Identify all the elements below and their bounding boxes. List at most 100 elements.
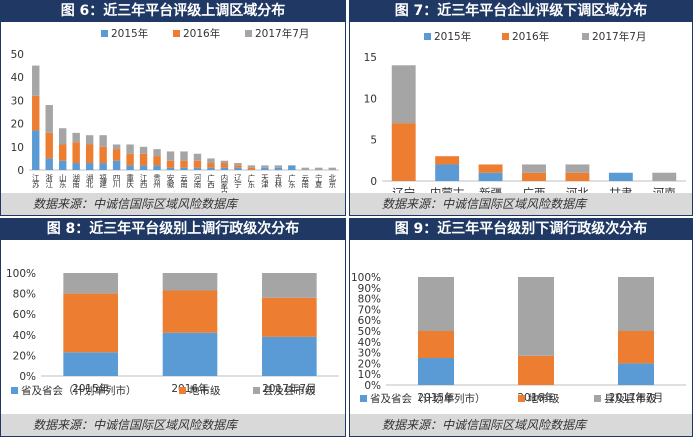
bar-segment [618,277,654,331]
source-note: 数据来源：中诚信国际区域风险数据库 [1,193,345,215]
bar-segment [207,158,215,164]
x-category-label: 福建 [98,174,107,190]
y-tick-label: 30 [11,95,24,107]
bar-segment [99,146,107,164]
bar-segment [126,144,134,154]
bar-segment [166,151,175,161]
bar-segment [85,135,94,145]
x-category-label: 四川 [112,174,121,189]
x-category-label: 河南 [193,174,202,189]
bar-segment [85,163,94,170]
legend-label: 县及县市级 [263,384,316,397]
x-category-label: 河南 [653,186,676,193]
bar-segment [522,172,546,181]
x-category-label: 山东 [58,173,67,189]
bar-segment [85,144,94,164]
chart-svg: 0%20%40%60%80%100%2015年 2016年 2017年7月省及省会（… [6,268,339,397]
x-category-label: 湖南 [71,174,80,189]
legend-label: 2015年 [111,27,148,40]
legend-swatch [360,395,367,402]
y-tick-label: 10 [364,93,377,105]
bar-segment [522,164,546,173]
y-tick-label: 5 [370,135,377,147]
bar-segment [166,160,175,168]
bar-segment [180,160,188,168]
chart-svg: 0%10%20%30%40%50%60%70%80%90%100% 2015年 20… [351,272,686,405]
bar-segment [234,165,242,168]
bar-segment [99,135,107,147]
chart-title: 图 8：近三年平台级别上调行政级次分布 [1,219,345,240]
bar-segment [220,163,229,168]
x-category-label: 云南 [179,174,188,189]
bar-segment [391,65,416,124]
legend-swatch [502,33,509,40]
bar-segment [45,132,53,159]
bar-segment [193,167,202,170]
x-category-label: 湖北 [85,174,94,190]
bar-segment [126,165,134,170]
bar-segment [99,163,107,170]
y-tick-label: 100% [6,268,36,280]
chart-title: 图 6：近三年平台评级上调区域分布 [1,1,345,22]
source-note: 数据来源：中诚信国际区域风险数据库 [350,193,692,215]
chart-panel-fig7: 图 7：近三年平台企业评级下调区域分布 0 5 10 15 辽宁 内蒙古 新疆 广西 河北 甘肃 河… [349,0,693,216]
x-category-label: 安徽 [166,173,175,190]
legend-swatch [594,395,601,402]
bar-segment [63,352,118,376]
x-category-label: 内蒙古 [220,173,229,193]
bar-segment [220,167,229,170]
x-category-label: 广西 [206,173,215,190]
x-category-label: 2016年 [517,391,554,404]
bar-segment [58,128,67,145]
bar-segment [262,297,317,337]
legend-label: 2017年7月 [255,27,309,40]
y-tick-label: 70% [358,304,381,316]
bar-segment [608,172,633,181]
bar-segment [193,160,202,168]
bar-segment [63,293,118,353]
source-note: 数据来源：中诚信国际区域风险数据库 [1,414,345,436]
legend-label: 省及省会（计划单列市） [21,384,137,397]
bar-segment [207,167,215,170]
bar-segment [418,331,454,358]
bar-segment [58,160,67,170]
bar-segment [45,158,53,170]
x-category-label: 北京 [328,174,337,190]
bar-segment [63,273,118,294]
y-tick-label: 10% [358,369,381,381]
bar-segment [261,165,269,168]
bar-segment [32,95,40,131]
bar-segment [162,273,218,291]
y-tick-label: 20% [13,350,36,362]
bar-segment [274,167,283,170]
x-category-label: 江西 [139,174,148,190]
x-category-label: 天津 [260,174,269,190]
bar-segment [262,273,317,298]
y-tick-label: 60% [358,315,381,327]
bar-segment [126,153,134,166]
bar-segment [166,167,175,170]
y-tick-label: 0 [17,165,24,177]
legend-swatch [101,30,108,37]
y-tick-label: 80% [13,289,36,301]
legend-swatch [173,30,180,37]
x-category-label: 广西 [523,186,546,193]
chart-svg: 0 5 10 15 辽宁 内蒙古 新疆 广西 河北 甘肃 河南 2015年 2016年 2017年7月 [364,30,686,200]
bar-segment [288,165,296,170]
bar-segment [247,167,256,170]
x-category-label: 宁夏 [314,173,323,189]
bar-segment [220,160,229,164]
y-tick-label: 40% [358,337,381,349]
plot-area: 0% 20% 40% 60% 80% 100% 2015年 2016年 2017年7月 省及省会（… [1,240,345,418]
y-tick-label: 100% [351,272,381,284]
y-tick-label: 15 [364,52,377,64]
legend-label: 地市级 [189,384,221,397]
x-category-label: 重庆 [125,174,134,190]
bar-segment [261,167,269,170]
bar-segment [262,336,317,376]
bar-segment [618,363,654,385]
bar-segment [153,165,161,170]
bar-segment [180,167,188,170]
bar-segment [32,65,40,96]
y-tick-label: 60% [13,309,36,321]
